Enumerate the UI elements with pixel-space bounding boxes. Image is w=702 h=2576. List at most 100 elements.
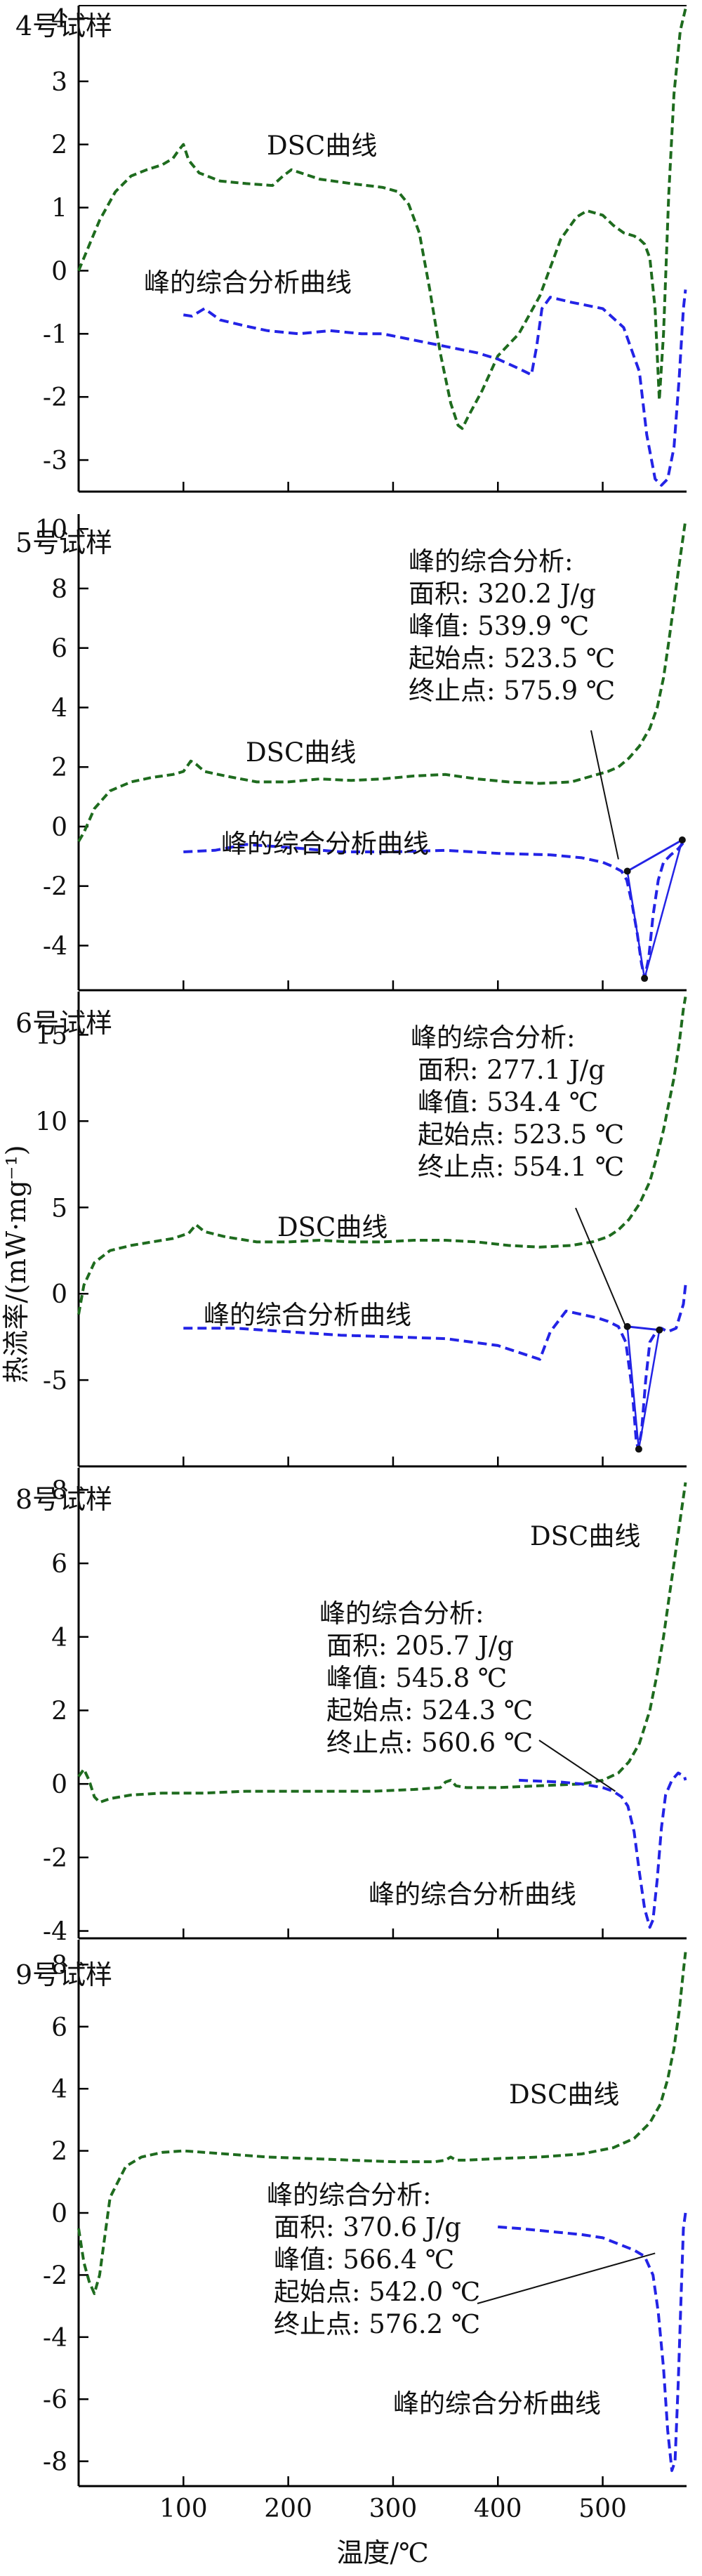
- peak-curve-label: 峰的综合分析曲线: [369, 1879, 576, 1910]
- peak-curve-label: 峰的综合分析曲线: [393, 2388, 601, 2419]
- y-tick-label: -2: [43, 1844, 67, 1873]
- analysis-heading: 峰的综合分析:: [409, 546, 573, 577]
- chart-panels: -3-2-1012344号试样DSC曲线峰的综合分析曲线-4-202468105…: [15, 5, 687, 2488]
- y-tick-label: -2: [43, 383, 67, 412]
- analysis-line: 峰值: 545.8 ℃: [326, 1663, 507, 1693]
- x-axis: 100 200 300 400 500: [159, 2495, 627, 2523]
- y-tick-label: 0: [51, 1770, 67, 1799]
- y-tick-label: -2: [43, 2261, 67, 2290]
- analysis-heading: 峰的综合分析:: [319, 1598, 484, 1629]
- y-tick-label: 8: [51, 1476, 67, 1505]
- y-tick-label: -4: [43, 1918, 67, 1947]
- analysis-line: 终止点: 575.9 ℃: [409, 676, 615, 706]
- x-tick-label: 300: [369, 2495, 418, 2523]
- dsc-curve-label: DSC曲线: [530, 1521, 640, 1551]
- peak-analysis-curve-series: [183, 289, 687, 487]
- peak-analysis-curve-series: [519, 1771, 687, 1929]
- analysis-line: 终止点: 560.6 ℃: [326, 1728, 533, 1758]
- analysis-line: 起始点: 523.5 ℃: [418, 1119, 624, 1150]
- peak-curve-label: 峰的综合分析曲线: [204, 1300, 411, 1330]
- y-tick-label: 0: [51, 2200, 67, 2228]
- annotation-leader-line: [538, 1740, 616, 1792]
- y-tick-label: 6: [51, 1550, 67, 1579]
- y-tick-label: 5: [51, 1194, 67, 1223]
- y-tick-label: -5: [43, 1367, 67, 1395]
- y-tick-label: 4: [51, 2075, 67, 2104]
- integration-baseline: [627, 1325, 660, 1332]
- x-tick-label: 500: [578, 2495, 627, 2523]
- y-tick-label: -2: [43, 873, 67, 902]
- analysis-line: 峰值: 539.9 ℃: [409, 611, 589, 641]
- analysis-heading: 峰的综合分析:: [267, 2180, 431, 2210]
- analysis-line: 面积: 320.2 J/g: [409, 579, 596, 609]
- analysis-line: 峰值: 534.4 ℃: [418, 1087, 598, 1117]
- x-tick-label: 100: [159, 2495, 208, 2523]
- y-tick-label: 1: [51, 195, 67, 223]
- panel-title: 6号试样: [15, 1008, 112, 1039]
- dsc-curve-series: [77, 8, 687, 431]
- analysis-heading: 峰的综合分析:: [411, 1023, 575, 1053]
- y-tick-label: 4: [51, 694, 67, 723]
- peak-curve-label: 峰的综合分析曲线: [221, 829, 429, 859]
- x-axis-title: 温度/℃: [336, 2537, 428, 2568]
- y-tick-label: -4: [43, 2324, 67, 2353]
- y-tick-label: 2: [51, 2138, 67, 2167]
- y-tick-label: 0: [51, 257, 67, 286]
- panel-title: 4号试样: [15, 11, 112, 41]
- dsc-curve-label: DSC曲线: [277, 1212, 388, 1242]
- integration-point-marker: [678, 836, 686, 844]
- y-axis-title: 热流率/(mW·mg⁻¹): [1, 1145, 32, 1383]
- y-tick-label: 2: [51, 1697, 67, 1726]
- y-tick-label: -8: [43, 2448, 67, 2477]
- integration-point-marker: [635, 1445, 642, 1453]
- y-tick-label: -6: [43, 2386, 67, 2414]
- analysis-line: 面积: 370.6 J/g: [274, 2212, 461, 2242]
- dsc-curve-series: [77, 997, 687, 1315]
- y-tick-label: 6: [51, 2013, 67, 2042]
- y-tick-label: -3: [43, 447, 67, 475]
- annotation-leader-line: [575, 1207, 627, 1327]
- analysis-line: 面积: 277.1 J/g: [418, 1055, 605, 1085]
- y-tick-label: 0: [51, 813, 67, 842]
- y-tick-label: 10: [35, 515, 67, 544]
- y-tick-label: 2: [51, 131, 67, 160]
- x-tick-label: 200: [264, 2495, 312, 2523]
- x-tick-label: 400: [474, 2495, 522, 2523]
- analysis-line: 起始点: 524.3 ℃: [326, 1695, 533, 1726]
- panel-title: 9号试样: [15, 1959, 112, 1990]
- dsc-curve-label: DSC曲线: [267, 131, 377, 161]
- panel-title: 8号试样: [15, 1484, 112, 1515]
- y-tick-label: 10: [35, 1108, 67, 1136]
- dsc-curve-label: DSC曲线: [246, 737, 356, 768]
- analysis-line: 终止点: 554.1 ℃: [418, 1152, 624, 1182]
- analysis-line: 起始点: 542.0 ℃: [274, 2277, 480, 2307]
- peak-analysis-curve-series: [498, 2212, 687, 2472]
- annotation-leader-line: [477, 2252, 656, 2304]
- panel-title: 5号试样: [15, 527, 112, 558]
- y-tick-label: 3: [51, 68, 67, 97]
- dsc-curve-series: [77, 520, 687, 843]
- y-tick-label: 15: [35, 1021, 67, 1050]
- y-tick-label: 4: [51, 5, 67, 34]
- y-tick-label: 4: [51, 1624, 67, 1652]
- annotation-leader-line: [590, 730, 619, 860]
- y-tick-label: 6: [51, 635, 67, 664]
- integration-point-marker: [656, 1326, 663, 1334]
- y-tick-label: 2: [51, 754, 67, 782]
- integration-baseline: [626, 839, 683, 872]
- peak-analysis-curve-series: [183, 839, 687, 980]
- dsc-curve-label: DSC曲线: [509, 2079, 619, 2110]
- peak-curve-label: 峰的综合分析曲线: [144, 268, 352, 298]
- integration-peak-outline: [626, 1326, 661, 1450]
- y-tick-label: 8: [51, 575, 67, 604]
- y-tick-label: -4: [43, 932, 67, 961]
- y-tick-label: 0: [51, 1280, 67, 1309]
- analysis-line: 峰值: 566.4 ℃: [274, 2245, 454, 2275]
- dsc-curve-series: [77, 1952, 687, 2295]
